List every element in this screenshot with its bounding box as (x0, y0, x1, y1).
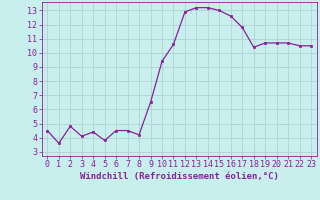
X-axis label: Windchill (Refroidissement éolien,°C): Windchill (Refroidissement éolien,°C) (80, 172, 279, 181)
